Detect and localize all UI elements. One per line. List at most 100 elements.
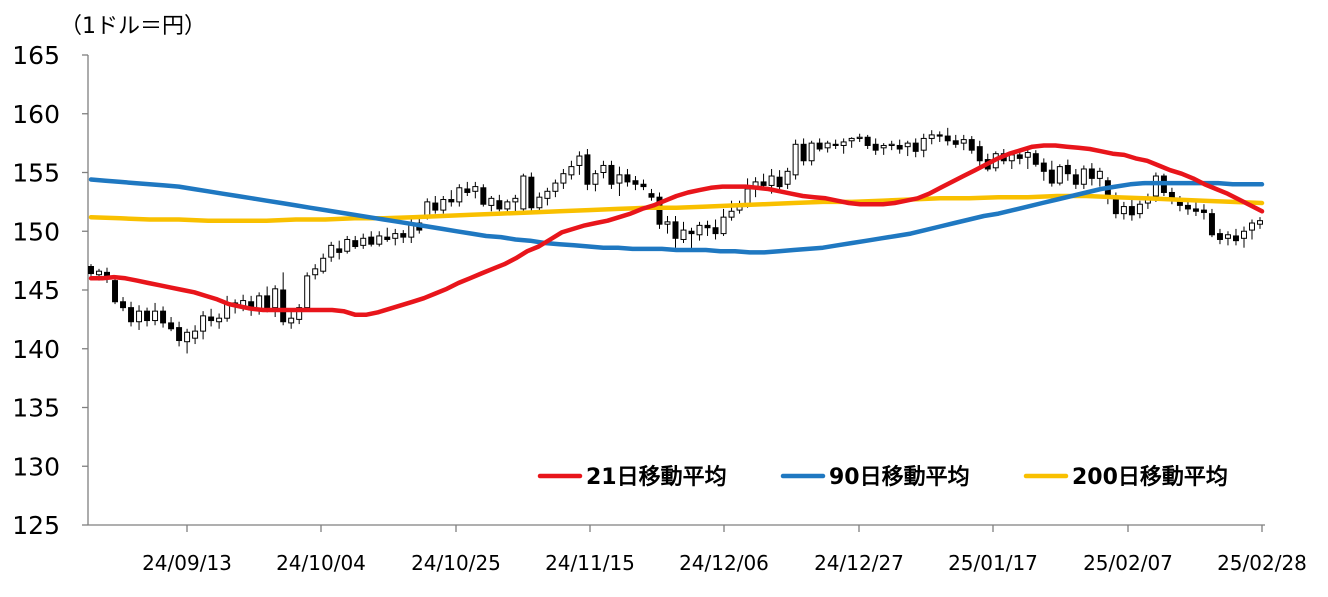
candle [568, 160, 575, 180]
candle-body-down [496, 200, 503, 210]
candle-body-down [1072, 174, 1079, 185]
candle [1144, 193, 1151, 209]
candle-body-down [896, 144, 903, 150]
candle [944, 127, 951, 146]
candle-body-down [1032, 153, 1039, 165]
candle-body-down [208, 316, 215, 322]
candle [440, 196, 447, 214]
candle-body-down [952, 140, 959, 145]
legend-label: 21日移動平均 [586, 464, 727, 490]
candle-body-up [184, 331, 191, 343]
candle [1024, 150, 1031, 169]
candle-body-down [632, 180, 639, 185]
x-tick-label: 24/09/13 [142, 551, 232, 575]
candle-body-up [312, 268, 319, 276]
candle [880, 143, 887, 155]
legend-item-200day: 200日移動平均 [1023, 464, 1228, 490]
candle-body-up [1056, 166, 1063, 184]
candle-body-down [1184, 204, 1191, 210]
candle [784, 167, 791, 189]
candle [840, 138, 847, 154]
candle [584, 149, 591, 191]
candle [1056, 164, 1063, 186]
candle [680, 221, 687, 243]
candle [912, 138, 919, 158]
candle [856, 133, 863, 142]
candle [976, 140, 983, 167]
candle-body-up [1241, 230, 1247, 239]
candle-body-up [696, 224, 703, 236]
candle-body-down [264, 295, 271, 309]
candle [1232, 228, 1239, 246]
candle-body-down [976, 146, 983, 162]
candle [872, 138, 879, 155]
candle [184, 328, 191, 354]
candle-body-down [832, 143, 839, 147]
y-tick-label: 150 [12, 217, 60, 246]
candle-body-up [1152, 175, 1159, 197]
candle-body-down [1128, 206, 1135, 216]
candle [1104, 177, 1111, 205]
candle-body-down [1040, 162, 1047, 172]
candle [712, 219, 719, 240]
candle-body-up [880, 144, 887, 149]
candle [560, 168, 567, 189]
candle [216, 313, 223, 329]
candle [624, 168, 631, 187]
candle-body-up [616, 174, 623, 184]
candle-body-up [888, 143, 895, 147]
candle [1096, 167, 1103, 187]
candle-body-down [120, 301, 127, 309]
candle-body-down [480, 187, 487, 205]
candle [688, 227, 695, 252]
candle-body-up [576, 155, 583, 166]
candle-body-down [1016, 154, 1023, 159]
candle [480, 184, 487, 207]
candle-body-down [432, 202, 439, 211]
candle [360, 233, 367, 249]
candle [400, 230, 407, 243]
candle-body-up [744, 188, 751, 205]
candle [632, 176, 639, 191]
candle-body-down [760, 181, 767, 186]
candle [304, 272, 311, 310]
candle-body-up [792, 143, 799, 176]
candle [864, 134, 871, 149]
candle [576, 151, 583, 175]
candle [720, 208, 727, 236]
legend-label: 90日移動平均 [829, 464, 970, 490]
candle [904, 140, 911, 157]
candle [152, 302, 159, 326]
y-tick-label: 160 [12, 100, 60, 129]
candle [168, 317, 175, 332]
y-tick-label: 140 [12, 335, 60, 364]
candle-body-down [776, 176, 783, 188]
candle-body-up [328, 244, 335, 258]
candle-body-up [560, 173, 567, 184]
candle-body-down [144, 310, 151, 322]
candle [1072, 168, 1079, 189]
candle [1257, 217, 1263, 229]
candle-body-up [720, 216, 727, 235]
candle [288, 311, 295, 329]
candle-body-down [384, 236, 391, 240]
candle-body-down [640, 183, 647, 188]
candle-body-up [392, 233, 399, 239]
candle-body-up [808, 142, 815, 162]
candle [248, 295, 255, 316]
candle [112, 277, 119, 305]
candle-body-down [1048, 169, 1055, 184]
x-tick-label: 25/02/28 [1217, 551, 1307, 575]
candle-body-down [872, 143, 879, 151]
candle-body-up [440, 199, 447, 211]
candle [1032, 150, 1039, 167]
candle [1216, 228, 1223, 245]
candle-body-up [320, 257, 327, 272]
candle-body-up [288, 317, 295, 324]
candle [1241, 226, 1247, 248]
candle [352, 235, 359, 249]
candle [520, 173, 527, 215]
candle [1080, 165, 1087, 189]
candle-body-up [360, 237, 367, 246]
